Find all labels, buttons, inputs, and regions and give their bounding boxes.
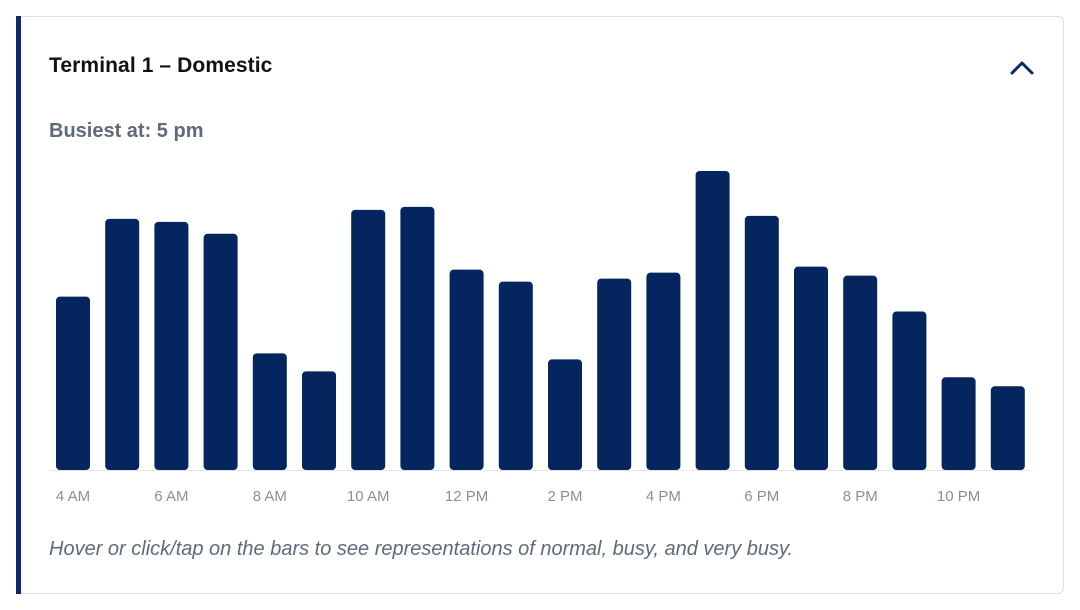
bar-4-pm[interactable] [646, 272, 681, 470]
bar-1-pm[interactable] [498, 281, 533, 470]
bar-5-pm[interactable] [695, 171, 730, 470]
collapse-toggle-button[interactable] [1004, 52, 1040, 84]
bar-2-pm[interactable] [548, 359, 582, 470]
bar-8-am[interactable] [252, 353, 287, 470]
x-tick-label: 12 PM [445, 488, 488, 505]
bar-11-am[interactable] [400, 206, 435, 470]
bar-4-am[interactable] [56, 296, 90, 470]
bar-10-am[interactable] [351, 209, 386, 470]
bar-6-am[interactable] [154, 221, 189, 470]
bar-3-pm[interactable] [597, 278, 632, 470]
terminal-card [16, 16, 1064, 594]
bar-6-pm[interactable] [744, 215, 779, 470]
bar-11-pm[interactable] [990, 386, 1025, 470]
bar-10-pm[interactable] [941, 377, 976, 470]
busy-times-chart: 4 AM 6 AM 8 AM 10 AM 12 PM 2 PM 4 PM 6 PM 8 PM 10… [50, 171, 1030, 505]
bar-5-am[interactable] [105, 218, 140, 470]
x-tick-label: 4 PM [646, 488, 681, 505]
bar-12-pm[interactable] [449, 269, 484, 470]
x-tick-label: 4 AM [56, 488, 90, 505]
bar-7-pm[interactable] [794, 266, 828, 470]
x-tick-label: 6 AM [154, 488, 188, 505]
x-tick-label: 6 PM [744, 488, 779, 505]
accent-bar [16, 16, 21, 594]
bar-9-am[interactable] [302, 371, 336, 470]
bar-7-am[interactable] [203, 233, 238, 470]
bar-8-pm[interactable] [843, 275, 878, 470]
chart-footnote: Hover or click/tap on the bars to see re… [49, 538, 794, 560]
panel-title: Terminal 1 – Domestic [49, 54, 273, 77]
chevron-up-icon [1010, 61, 1034, 75]
x-tick-label: 2 PM [547, 488, 582, 505]
x-tick-label: 8 PM [843, 488, 878, 505]
bar-9-pm[interactable] [892, 311, 927, 470]
x-tick-label: 10 AM [347, 488, 390, 505]
x-tick-label: 10 PM [937, 488, 980, 505]
x-tick-label: 8 AM [253, 488, 287, 505]
busiest-time-label: Busiest at: 5 pm [49, 120, 204, 142]
